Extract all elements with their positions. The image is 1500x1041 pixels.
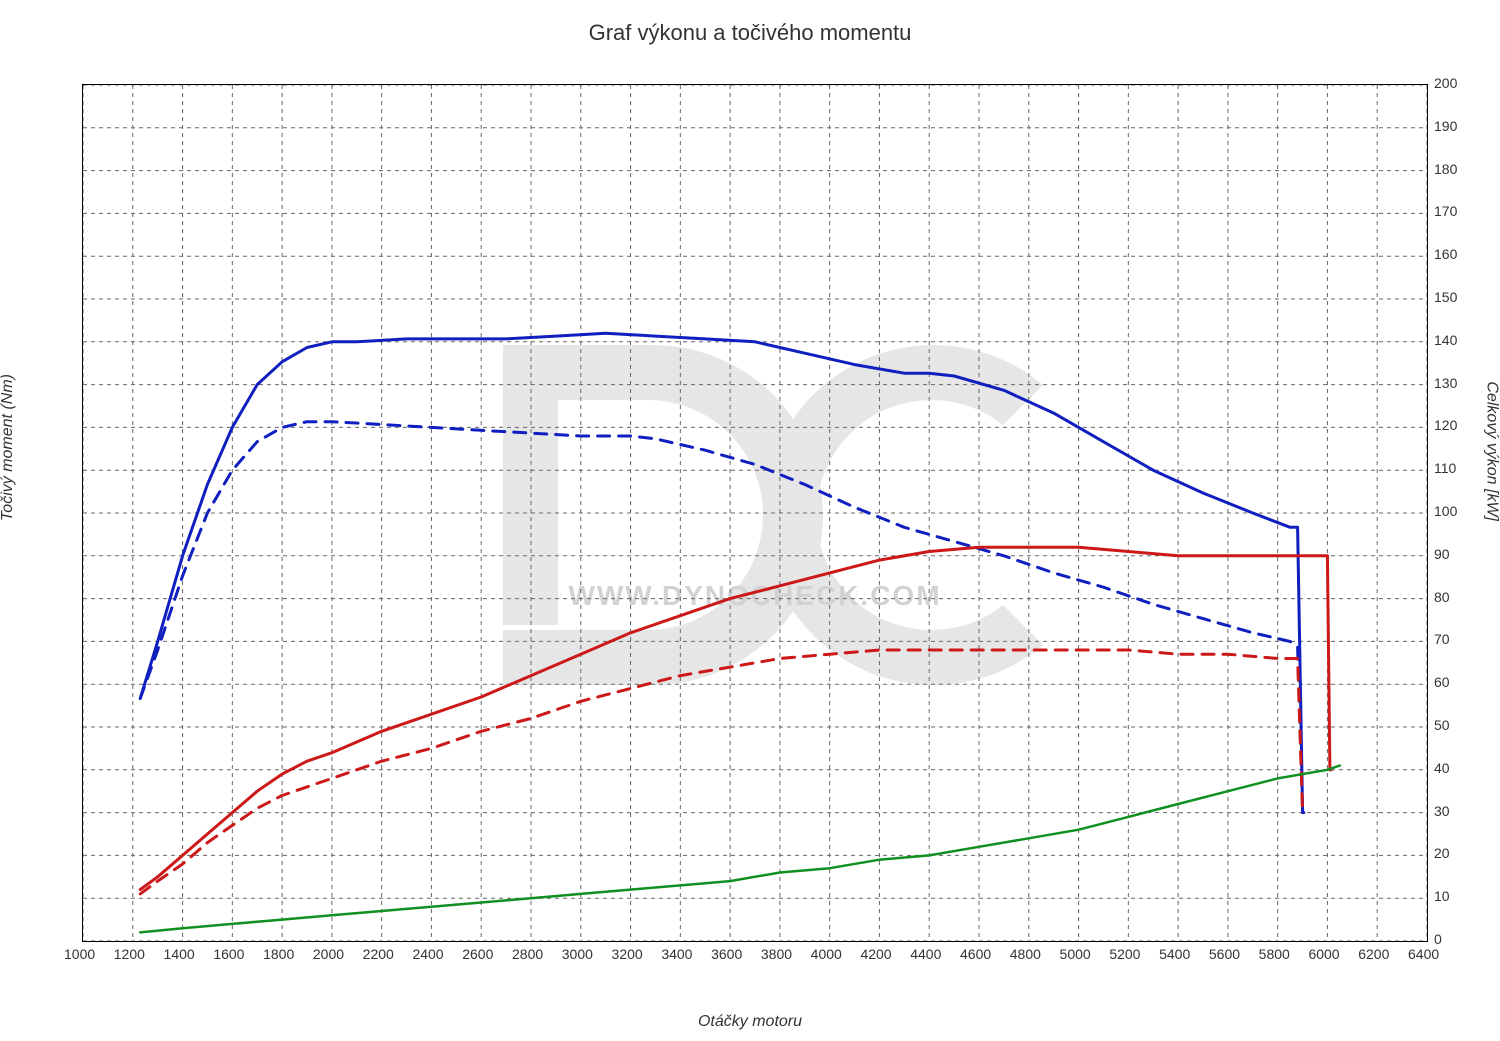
x-tick-label: 1400 [164,946,195,962]
x-tick-label: 3400 [661,946,692,962]
x-tick-label: 3800 [761,946,792,962]
y-right-tick-label: 180 [1434,161,1457,177]
plot-area: WWW.DYNOCHECK.COM [82,84,1428,942]
y-left-axis-label: Točivý moment (Nm) [0,374,17,521]
x-tick-label: 4200 [860,946,891,962]
y-right-tick-label: 120 [1434,417,1457,433]
watermark [503,345,1043,685]
y-right-tick-label: 190 [1434,118,1457,134]
x-tick-label: 2000 [313,946,344,962]
y-right-tick-label: 140 [1434,332,1457,348]
watermark-url: WWW.DYNOCHECK.COM [568,580,941,611]
plot-svg: WWW.DYNOCHECK.COM [83,85,1427,941]
y-right-tick-label: 90 [1434,546,1450,562]
x-tick-label: 6000 [1308,946,1339,962]
x-tick-label: 2800 [512,946,543,962]
x-tick-label: 1600 [213,946,244,962]
x-tick-label: 3200 [612,946,643,962]
y-right-tick-label: 40 [1434,760,1450,776]
x-tick-label: 1000 [64,946,95,962]
y-right-tick-label: 10 [1434,888,1450,904]
x-tick-label: 1200 [114,946,145,962]
series-loss_power [140,766,1340,933]
x-tick-label: 3000 [562,946,593,962]
x-tick-label: 4800 [1010,946,1041,962]
y-right-tick-label: 30 [1434,803,1450,819]
x-tick-label: 5600 [1209,946,1240,962]
x-tick-label: 2200 [363,946,394,962]
y-right-tick-label: 70 [1434,631,1450,647]
x-tick-label: 5000 [1060,946,1091,962]
y-right-tick-label: 50 [1434,717,1450,733]
series-power_stock [140,650,1304,894]
y-right-tick-label: 130 [1434,375,1457,391]
x-tick-label: 3600 [711,946,742,962]
dyno-chart: Graf výkonu a točivého momentu Točivý mo… [0,0,1500,1041]
y-right-axis-label: Celkový výkon [kW] [1483,381,1500,521]
x-tick-label: 6200 [1358,946,1389,962]
y-right-tick-label: 170 [1434,203,1457,219]
y-right-tick-label: 80 [1434,589,1450,605]
chart-grid [83,85,1427,941]
x-tick-label: 2600 [462,946,493,962]
x-tick-label: 6400 [1408,946,1439,962]
x-tick-label: 4600 [960,946,991,962]
y-right-tick-label: 200 [1434,75,1457,91]
x-tick-label: 5200 [1109,946,1140,962]
chart-title: Graf výkonu a točivého momentu [0,20,1500,46]
y-right-tick-label: 100 [1434,503,1457,519]
x-tick-label: 5400 [1159,946,1190,962]
y-right-tick-label: 150 [1434,289,1457,305]
y-right-tick-label: 0 [1434,931,1442,947]
y-right-tick-label: 110 [1434,460,1456,476]
y-right-tick-label: 20 [1434,845,1450,861]
y-right-tick-label: 160 [1434,246,1457,262]
y-right-tick-label: 60 [1434,674,1450,690]
x-tick-label: 4400 [910,946,941,962]
x-tick-label: 2400 [412,946,443,962]
x-tick-label: 4000 [811,946,842,962]
x-tick-label: 5800 [1259,946,1290,962]
x-tick-label: 1800 [263,946,294,962]
x-axis-label: Otáčky motoru [0,1013,1500,1031]
